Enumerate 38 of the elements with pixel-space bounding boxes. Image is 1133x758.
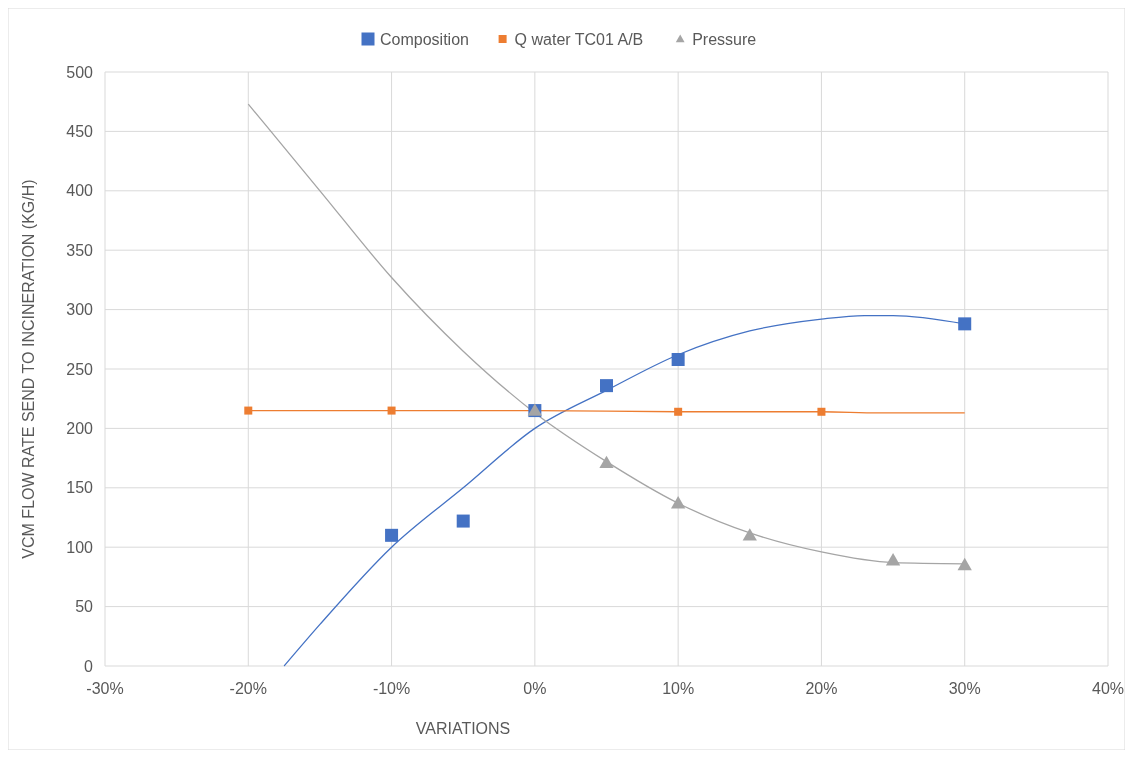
y-axis-title: VCM FLOW RATE SEND TO INCINERATION (KG/H) [20, 179, 37, 559]
x-tick-label: 40% [1091, 680, 1125, 697]
x-tick-label: -30% [86, 680, 124, 697]
y-tick-label: 400 [66, 182, 94, 200]
legend-label: Composition [380, 30, 469, 48]
point [670, 496, 686, 509]
x-tick-label: -10% [372, 680, 411, 697]
y-tick-label: 300 [66, 301, 94, 319]
y-tick-label: 50 [75, 598, 94, 616]
point [244, 406, 253, 415]
x-tick-label: 20% [805, 680, 838, 697]
legend-label: Pressure [692, 30, 757, 48]
y-tick-label: 350 [66, 241, 94, 259]
y-tick-label: 100 [66, 538, 94, 556]
point [674, 407, 683, 416]
x-tick-label: 10% [662, 680, 695, 697]
x-axis-title: VARIATIONS [415, 720, 511, 737]
point [385, 528, 399, 542]
x-tick-label: -20% [229, 680, 267, 697]
point [742, 528, 757, 541]
point [957, 557, 972, 571]
y-tick-label: 500 [66, 63, 94, 81]
point [600, 379, 613, 393]
y-tick-label: 250 [66, 360, 94, 378]
point [671, 353, 685, 366]
legend-label: Q water TC01 A/B [514, 30, 644, 48]
point [387, 406, 396, 415]
y-tick-label: 450 [66, 123, 94, 140]
point [958, 317, 972, 331]
point [885, 553, 901, 566]
y-tick-label: 0 [84, 657, 94, 675]
point [817, 407, 826, 416]
y-tick-label: 150 [66, 479, 94, 497]
y-tick-label: 200 [66, 420, 94, 437]
point [456, 514, 470, 528]
x-tick-label: 30% [948, 680, 981, 697]
x-tick-label: 0% [523, 680, 547, 697]
point [599, 455, 614, 469]
